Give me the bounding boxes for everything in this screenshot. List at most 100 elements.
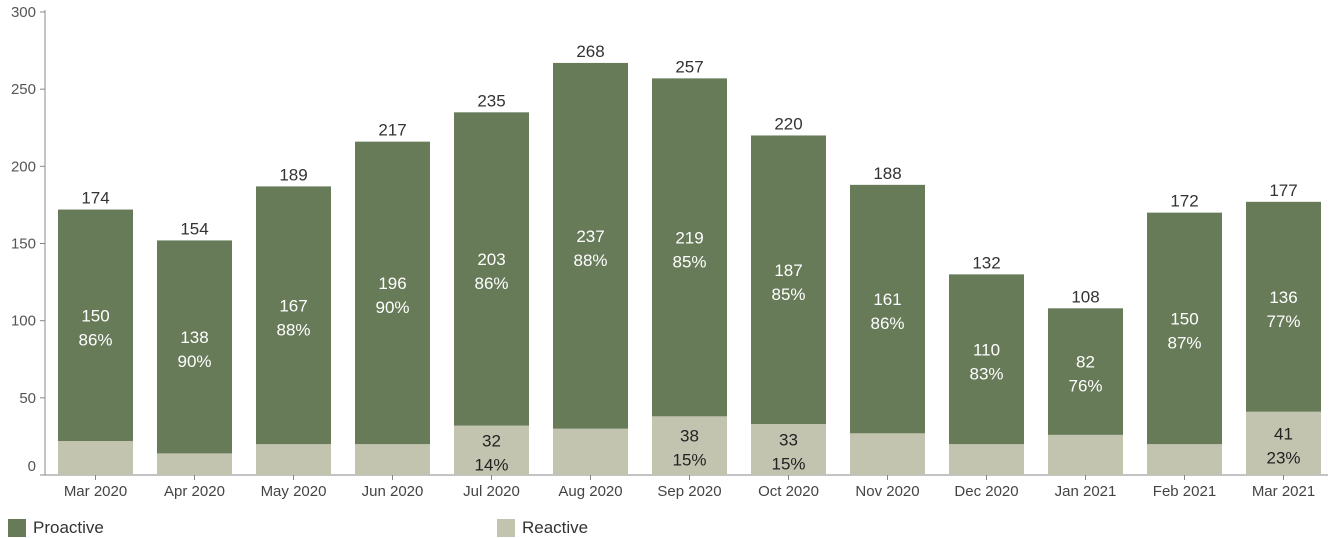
y-tick-label: 0 <box>28 458 36 475</box>
reactive-pct-label: 15% <box>771 455 805 474</box>
x-tick-label: Mar 2020 <box>64 483 127 500</box>
bar-segment-reactive <box>652 416 727 475</box>
proactive-value-label: 138 <box>180 328 208 347</box>
proactive-value-label: 82 <box>1076 353 1095 372</box>
total-label: 189 <box>279 165 307 184</box>
total-label: 217 <box>378 121 406 140</box>
proactive-value-label: 110 <box>973 340 1000 359</box>
proactive-pct-label: 77% <box>1266 312 1300 331</box>
bar-segment-reactive <box>1048 434 1123 475</box>
legend-swatch-reactive <box>497 519 515 537</box>
bar-segment-proactive <box>1147 212 1222 445</box>
proactive-pct-label: 76% <box>1068 377 1102 396</box>
bar-segment-proactive <box>58 209 133 442</box>
proactive-pct-label: 83% <box>969 364 1003 383</box>
proactive-pct-label: 87% <box>1167 333 1201 352</box>
bar-segment-proactive <box>949 274 1024 445</box>
x-tick-label: Apr 2020 <box>164 483 225 500</box>
reactive-value-label: 33 <box>779 431 798 450</box>
x-tick-label: Feb 2021 <box>1153 483 1216 500</box>
bar-segment-reactive <box>949 444 1024 475</box>
x-tick-label: Dec 2020 <box>954 483 1018 500</box>
reactive-value-label: 41 <box>1274 424 1293 443</box>
proactive-value-label: 167 <box>279 296 307 315</box>
proactive-value-label: 150 <box>81 306 109 325</box>
bar-segment-reactive <box>157 453 232 475</box>
total-label: 220 <box>774 114 802 133</box>
legend-item-reactive[interactable]: Reactive <box>497 518 588 538</box>
y-tick-label: 250 <box>11 81 36 98</box>
bar-segment-proactive <box>850 184 925 434</box>
legend-item-proactive[interactable]: Proactive <box>8 518 104 538</box>
proactive-pct-label: 86% <box>870 314 904 333</box>
bar-segment-reactive <box>1147 444 1222 475</box>
x-tick-label: Nov 2020 <box>855 483 919 500</box>
proactive-pct-label: 85% <box>672 252 706 271</box>
proactive-pct-label: 90% <box>177 352 211 371</box>
y-tick-label: 100 <box>11 313 36 330</box>
proactive-value-label: 150 <box>1170 309 1198 328</box>
reactive-pct-label: 14% <box>474 455 508 474</box>
y-tick-label: 150 <box>11 236 36 253</box>
chart-svg: 0 50 100 150 200 250 300 Mar 2020 174 150 86% Apr 2… <box>11 4 1328 500</box>
bar-segment-proactive <box>157 240 232 454</box>
bar-segment-reactive <box>256 444 331 475</box>
bar-segment-proactive <box>1048 308 1123 435</box>
proactive-value-label: 237 <box>576 227 604 246</box>
proactive-value-label: 187 <box>774 261 802 280</box>
total-label: 235 <box>477 91 505 110</box>
y-tick-label: 200 <box>11 158 36 175</box>
proactive-value-label: 219 <box>675 228 703 247</box>
x-tick-label: Mar 2021 <box>1252 483 1315 500</box>
total-label: 108 <box>1071 287 1099 306</box>
proactive-pct-label: 86% <box>78 330 112 349</box>
legend: Proactive Reactive <box>0 518 1333 538</box>
bar-segment-proactive <box>751 135 826 425</box>
x-tick-label: Sep 2020 <box>657 483 721 500</box>
total-label: 257 <box>675 57 703 76</box>
total-label: 132 <box>972 253 1000 272</box>
x-tick-label: Jul 2020 <box>463 483 520 500</box>
x-tick-label: Jun 2020 <box>362 483 424 500</box>
reactive-value-label: 32 <box>482 431 501 450</box>
bar-segment-reactive <box>454 425 529 475</box>
reactive-value-label: 38 <box>680 427 699 446</box>
x-tick-label: Aug 2020 <box>558 483 622 500</box>
total-label: 154 <box>180 219 208 238</box>
bar-segment-reactive <box>751 424 826 475</box>
bar-segment-proactive <box>256 186 331 445</box>
bar-segment-proactive <box>652 78 727 417</box>
proactive-pct-label: 90% <box>375 298 409 317</box>
proactive-value-label: 136 <box>1269 288 1297 307</box>
bar-segment-reactive <box>553 428 628 475</box>
bar-segment-proactive <box>355 141 430 445</box>
legend-swatch-proactive <box>8 519 26 537</box>
proactive-pct-label: 88% <box>276 320 310 339</box>
bar-segment-reactive <box>58 441 133 475</box>
legend-label-proactive: Proactive <box>33 518 104 537</box>
x-tick-label: Jan 2021 <box>1055 483 1117 500</box>
x-tick-label: May 2020 <box>261 483 327 500</box>
y-tick-label: 50 <box>19 390 36 407</box>
bar-segment-proactive <box>1246 201 1321 412</box>
proactive-pct-label: 85% <box>771 285 805 304</box>
total-label: 177 <box>1269 181 1297 200</box>
reactive-pct-label: 15% <box>672 451 706 470</box>
proactive-value-label: 196 <box>378 274 406 293</box>
proactive-pct-label: 88% <box>573 251 607 270</box>
bar-segment-proactive <box>454 112 529 426</box>
total-label: 174 <box>81 189 109 208</box>
total-label: 188 <box>873 164 901 183</box>
total-label: 172 <box>1170 192 1198 211</box>
bar-segment-reactive <box>1246 411 1321 475</box>
bar-segment-reactive <box>355 444 430 475</box>
bar-segment-reactive <box>850 433 925 475</box>
reactive-pct-label: 23% <box>1266 448 1300 467</box>
proactive-pct-label: 86% <box>474 274 508 293</box>
proactive-value-label: 161 <box>873 290 901 309</box>
proactive-value-label: 203 <box>477 250 505 269</box>
x-tick-label: Oct 2020 <box>758 483 819 500</box>
y-tick-label: 300 <box>11 4 36 21</box>
total-label: 268 <box>576 42 604 61</box>
